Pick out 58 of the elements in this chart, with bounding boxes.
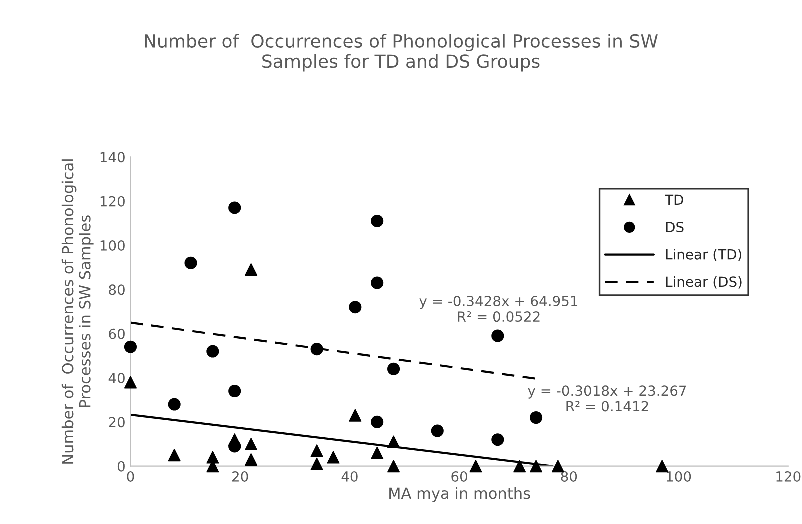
y-tick-label: 40 bbox=[108, 372, 125, 384]
x-tick-label: 20 bbox=[232, 471, 248, 482]
x-tick-label: 60 bbox=[452, 471, 468, 482]
legend-label: TD bbox=[665, 194, 684, 205]
point bbox=[552, 460, 564, 473]
x-tick-label: 0 bbox=[127, 471, 134, 482]
point bbox=[124, 376, 137, 389]
point bbox=[530, 460, 543, 473]
legend-label: DS bbox=[666, 222, 684, 233]
point bbox=[371, 214, 384, 228]
x-axis-title: MA mya in months bbox=[390, 487, 530, 502]
point bbox=[371, 276, 384, 290]
point bbox=[206, 345, 220, 358]
annotation: y = -0.3018x + 23.267 R² = 0.1412 bbox=[528, 386, 686, 412]
point bbox=[245, 264, 258, 276]
point bbox=[228, 385, 242, 398]
point bbox=[388, 436, 400, 448]
point bbox=[310, 444, 324, 458]
y-tick-label: 20 bbox=[109, 417, 125, 428]
x-tick-label: 40 bbox=[342, 471, 358, 482]
point bbox=[168, 449, 181, 462]
legend-label: Linear (DS) bbox=[666, 276, 742, 289]
point bbox=[492, 330, 504, 342]
annotation: y = -0.3428x + 64.951 R² = 0.0522 bbox=[420, 296, 578, 322]
y-tick-label: 60 bbox=[109, 328, 125, 340]
point bbox=[228, 434, 242, 446]
point bbox=[530, 412, 543, 424]
point bbox=[431, 424, 444, 438]
x-tick-label: 120 bbox=[776, 471, 801, 482]
chart-title: Number of Occurrences of Phonological Processes in SW Samples for TD and DS Groups bbox=[145, 34, 658, 72]
legend-label: Linear (TD) bbox=[666, 249, 742, 262]
point bbox=[168, 398, 181, 411]
y-tick-label: 120 bbox=[100, 196, 125, 207]
point bbox=[349, 409, 362, 422]
y-tick-label: 80 bbox=[109, 284, 125, 296]
point bbox=[470, 460, 482, 473]
point bbox=[124, 340, 137, 354]
point bbox=[245, 438, 258, 451]
point bbox=[310, 343, 324, 356]
y-tick-label: 100 bbox=[100, 240, 125, 252]
point bbox=[371, 416, 384, 428]
point bbox=[228, 202, 242, 214]
point bbox=[310, 458, 324, 470]
point bbox=[656, 460, 669, 473]
point bbox=[184, 256, 198, 270]
point bbox=[492, 434, 504, 446]
y-tick-label: 140 bbox=[100, 152, 125, 163]
y-axis-title: Number of Occurrences of Phonological Processes in SW Samples bbox=[62, 160, 94, 464]
point bbox=[245, 453, 258, 466]
y-tick-label: 0 bbox=[118, 461, 125, 472]
point bbox=[514, 460, 526, 473]
x-tick-label: 100 bbox=[667, 471, 692, 482]
point bbox=[327, 451, 340, 464]
point bbox=[388, 460, 400, 473]
point bbox=[371, 446, 384, 460]
point bbox=[349, 301, 362, 314]
x-tick-label: 80 bbox=[561, 471, 578, 482]
point bbox=[388, 362, 400, 376]
